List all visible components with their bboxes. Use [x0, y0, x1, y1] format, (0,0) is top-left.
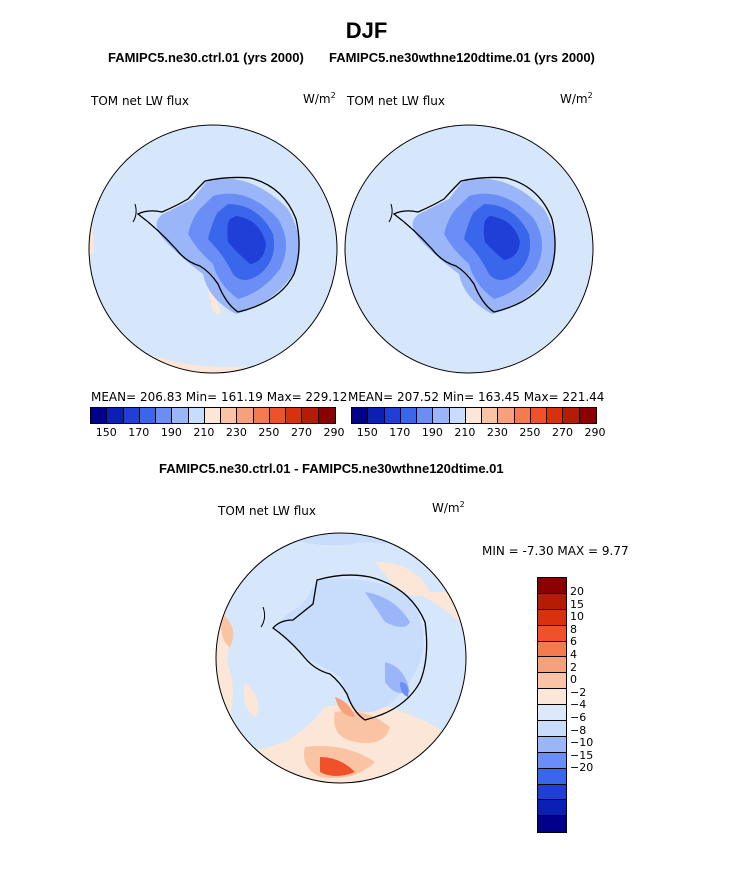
colorbar-box [538, 673, 566, 690]
left-variable-label: TOM net LW flux [91, 94, 189, 108]
colorbar-tick-label: −2 [570, 685, 587, 699]
colorbar-tick-label: 170 [128, 426, 150, 439]
colorbar-tick-label: −10 [570, 736, 594, 750]
colorbar-box [538, 736, 566, 753]
colorbar-tick-label: 15 [570, 597, 584, 611]
colorbar-tick-label: −8 [570, 723, 587, 737]
colorbar-box [538, 593, 566, 610]
left-stats: MEAN= 206.83 Min= 161.19 Max= 229.12 [91, 390, 348, 404]
colorbar-tick-label: 2 [570, 660, 577, 674]
colorbar-tick-label: 6 [570, 635, 577, 649]
colorbar-box [547, 408, 564, 423]
colorbar-box [538, 752, 566, 769]
colorbar-box [538, 625, 566, 642]
colorbar-box [384, 408, 401, 423]
colorbar-box [433, 408, 450, 423]
colorbar-box [449, 408, 466, 423]
colorbar-box [269, 408, 287, 423]
colorbar-box [538, 609, 566, 626]
colorbar-box [188, 408, 205, 423]
colorbar-tick-label: −15 [570, 748, 594, 762]
colorbar-box [514, 408, 531, 423]
right-colorbar [351, 407, 597, 424]
colorbar-tick-label: −20 [570, 761, 594, 775]
colorbar-tick-label: 8 [570, 622, 577, 636]
colorbar-box [538, 768, 566, 785]
colorbar-box [579, 408, 596, 423]
colorbar-tick-label: 230 [486, 426, 508, 439]
colorbar-tick-label: 10 [570, 610, 584, 624]
colorbar-tick-label: 250 [519, 426, 541, 439]
diff-units-label: W/m2 [432, 500, 465, 515]
colorbar-box [221, 408, 238, 423]
subtitle-right: FAMIPC5.ne30wthne120dtime.01 (yrs 2000) [329, 50, 595, 65]
colorbar-box [498, 408, 515, 423]
colorbar-box [204, 408, 222, 423]
colorbar-tick-label: 290 [584, 426, 606, 439]
colorbar-box [538, 657, 566, 674]
colorbar-tick-label: 150 [356, 426, 378, 439]
colorbar-tick-label: 170 [389, 426, 411, 439]
colorbar-box [123, 408, 140, 423]
colorbar-box [538, 721, 566, 737]
colorbar-tick-label: 250 [258, 426, 280, 439]
colorbar-box [172, 408, 189, 423]
colorbar-box [538, 816, 566, 833]
colorbar-tick-label: 230 [225, 426, 247, 439]
colorbar-box [465, 408, 483, 423]
left-units-label: W/m2 [303, 91, 336, 106]
diff-colorbar [537, 577, 567, 834]
colorbar-tick-label: 270 [290, 426, 312, 439]
colorbar-tick-label: 290 [323, 426, 345, 439]
colorbar-box [400, 408, 418, 423]
colorbar-box [318, 408, 335, 423]
colorbar-box [352, 408, 369, 423]
colorbar-box [563, 408, 580, 423]
diff-stats: MIN = -7.30 MAX = 9.77 [482, 544, 629, 558]
colorbar-box [156, 408, 173, 423]
colorbar-tick-label: 0 [570, 673, 577, 687]
colorbar-box [107, 408, 124, 423]
colorbar-box [286, 408, 303, 423]
colorbar-tick-label: 4 [570, 648, 577, 661]
colorbar-box [538, 578, 566, 594]
colorbar-tick-label: 270 [551, 426, 573, 439]
colorbar-box [253, 408, 270, 423]
colorbar-box [237, 408, 254, 423]
colorbar-tick-label: 190 [160, 426, 182, 439]
subtitle-left: FAMIPC5.ne30.ctrl.01 (yrs 2000) [108, 50, 304, 65]
figure-title: DJF [345, 18, 388, 43]
right-polar-map [344, 124, 594, 374]
diff-polar-map [215, 532, 467, 784]
colorbar-box [538, 641, 566, 658]
colorbar-box [538, 800, 566, 817]
left-polar-map [88, 124, 338, 374]
colorbar-tick-label: 190 [421, 426, 443, 439]
colorbar-box [538, 705, 566, 722]
colorbar-tick-label: 210 [193, 426, 215, 439]
diff-subtitle: FAMIPC5.ne30.ctrl.01 - FAMIPC5.ne30wthne… [159, 461, 504, 476]
colorbar-tick-label: 20 [570, 585, 584, 598]
colorbar-box [538, 689, 566, 706]
right-units-label: W/m2 [560, 91, 593, 106]
colorbar-tick-label: −6 [570, 711, 587, 724]
colorbar-box [538, 784, 566, 801]
colorbar-box [91, 408, 108, 423]
right-stats: MEAN= 207.52 Min= 163.45 Max= 221.44 [348, 390, 605, 404]
right-variable-label: TOM net LW flux [347, 94, 445, 108]
colorbar-box [139, 408, 157, 423]
colorbar-tick-label: 150 [95, 426, 117, 439]
diff-variable-label: TOM net LW flux [218, 504, 316, 518]
colorbar-tick-label: −4 [570, 698, 587, 712]
colorbar-box [482, 408, 499, 423]
colorbar-box [368, 408, 385, 423]
colorbar-box [417, 408, 434, 423]
colorbar-box [530, 408, 548, 423]
left-colorbar [90, 407, 336, 424]
colorbar-tick-label: 210 [454, 426, 476, 439]
colorbar-box [302, 408, 319, 423]
